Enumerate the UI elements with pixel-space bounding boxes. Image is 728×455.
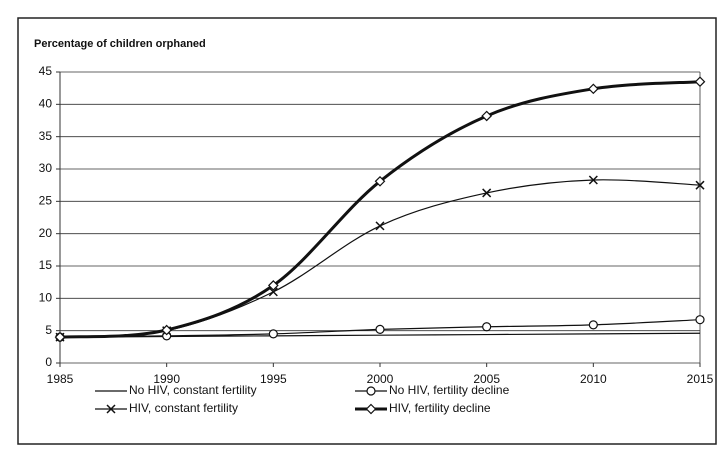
marker xyxy=(374,175,386,187)
y-tick-label: 45 xyxy=(39,64,53,78)
marker xyxy=(695,180,705,190)
marker xyxy=(54,331,66,343)
marker xyxy=(267,280,279,291)
y-tick-label: 25 xyxy=(39,194,53,208)
marker xyxy=(588,175,598,185)
series-line xyxy=(59,179,701,338)
chart-frame xyxy=(17,17,717,445)
y-tick-label: 15 xyxy=(39,258,53,272)
marker xyxy=(268,329,278,339)
chart-title: Percentage of children orphaned xyxy=(34,38,206,50)
x-tick-label: 2015 xyxy=(687,372,714,386)
legend-label: HIV, fertility decline xyxy=(389,401,491,415)
y-tick-label: 10 xyxy=(39,291,53,305)
y-tick-label: 20 xyxy=(39,226,53,240)
marker xyxy=(694,76,706,88)
legend-marker xyxy=(366,386,376,396)
marker xyxy=(482,188,492,198)
series-line xyxy=(59,80,701,339)
y-tick-label: 0 xyxy=(45,355,52,369)
marker xyxy=(268,287,278,297)
y-tick-label: 40 xyxy=(39,97,53,111)
marker xyxy=(481,110,493,122)
legend-marker xyxy=(106,404,116,414)
x-tick-label: 2000 xyxy=(367,372,394,386)
marker xyxy=(695,315,705,325)
legend-marker xyxy=(365,403,377,415)
y-tick-label: 35 xyxy=(39,129,53,143)
marker xyxy=(375,221,385,231)
marker xyxy=(482,322,492,332)
marker xyxy=(161,324,173,336)
x-tick-label: 2010 xyxy=(580,372,607,386)
legend-label: No HIV, constant fertility xyxy=(129,383,257,397)
x-tick-label: 2005 xyxy=(473,372,500,386)
y-tick-label: 5 xyxy=(45,323,52,337)
x-tick-label: 1990 xyxy=(153,372,180,386)
marker xyxy=(375,324,385,334)
marker xyxy=(588,320,598,330)
marker xyxy=(587,83,599,95)
x-tick-label: 1995 xyxy=(260,372,287,386)
legend-label: No HIV, fertility decline xyxy=(389,383,510,397)
x-tick-label: 1985 xyxy=(47,372,74,386)
legend-label: HIV, constant fertility xyxy=(129,401,238,415)
y-tick-label: 30 xyxy=(39,161,53,175)
